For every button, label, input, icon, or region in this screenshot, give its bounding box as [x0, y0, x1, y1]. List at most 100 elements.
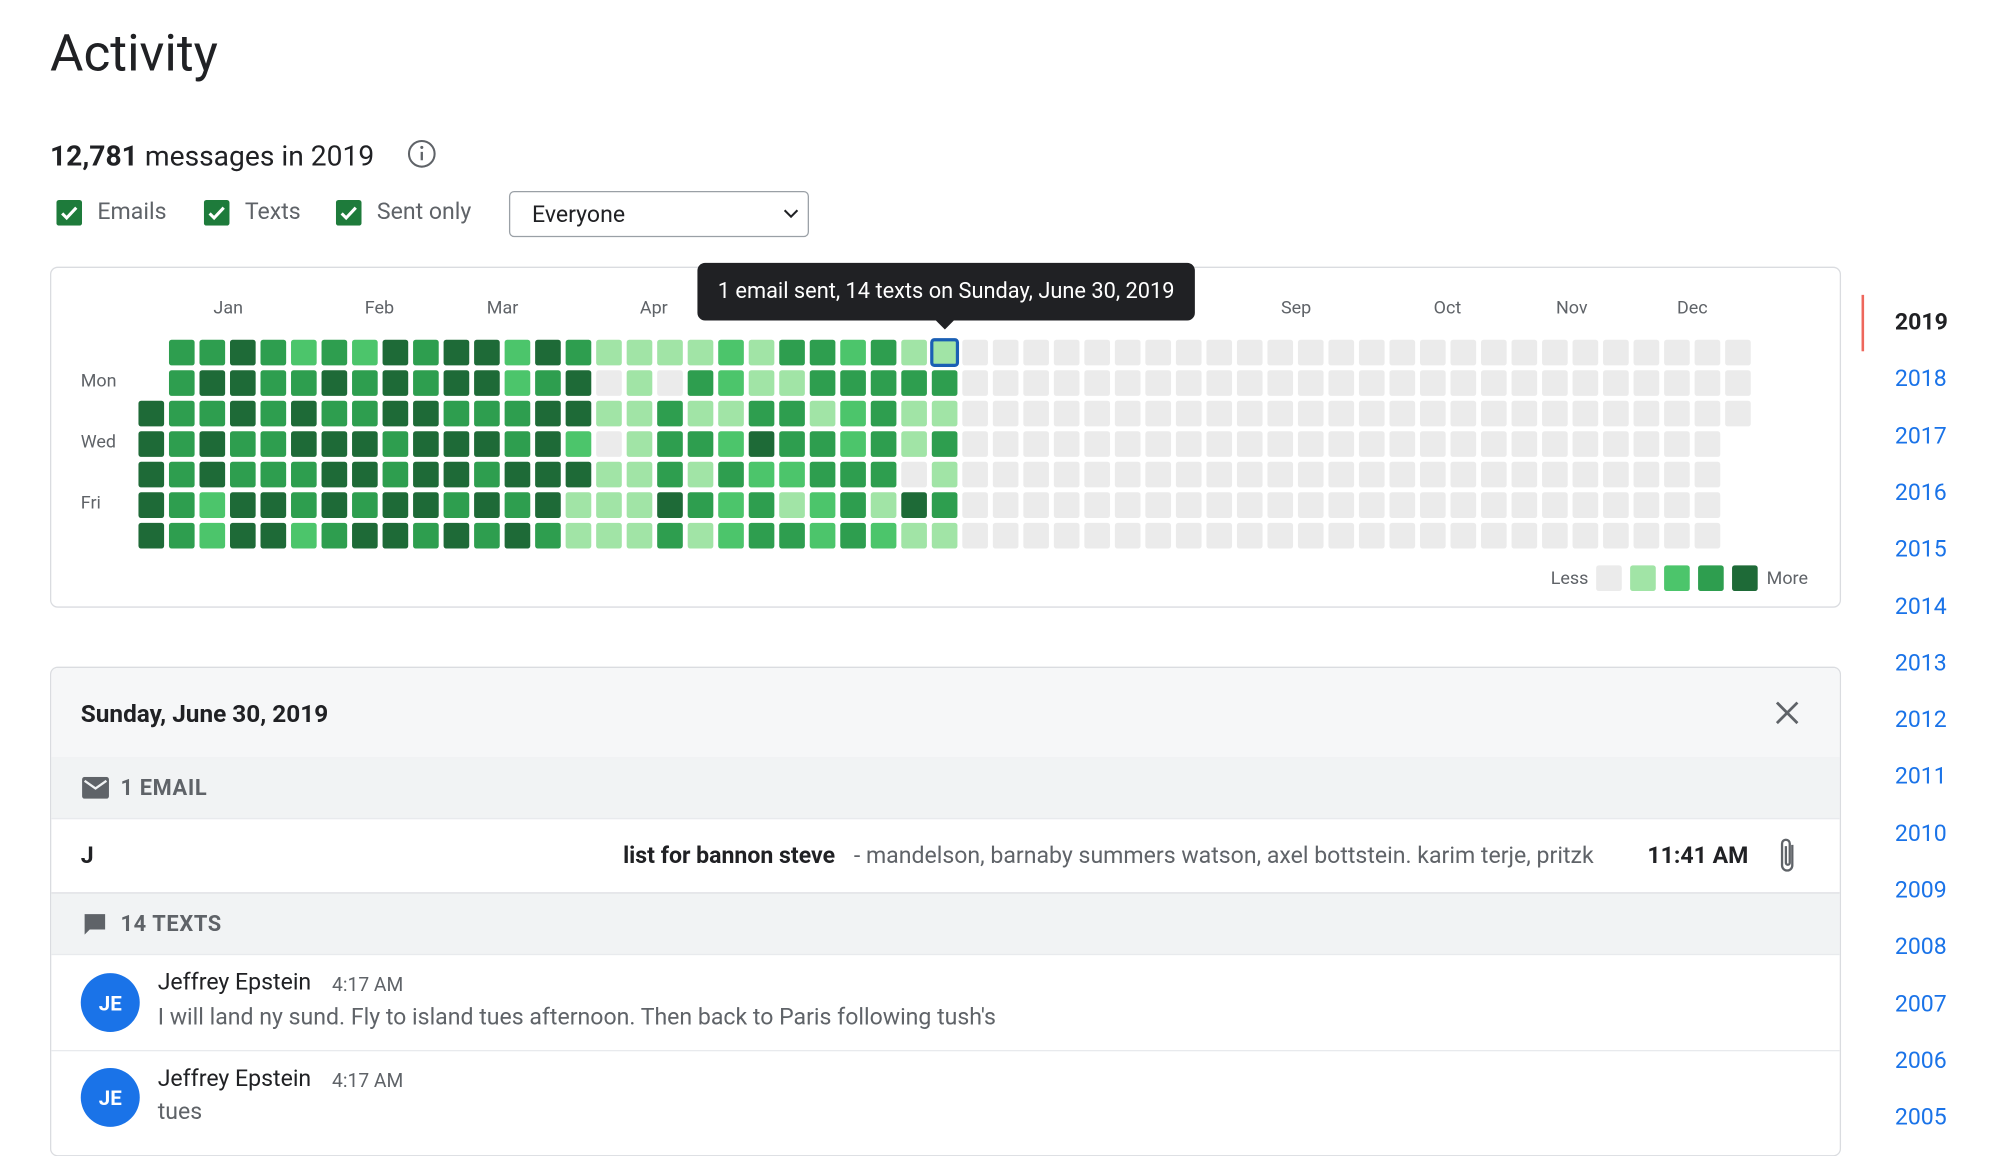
day-cell[interactable] — [565, 400, 592, 427]
day-cell[interactable] — [1694, 461, 1721, 488]
day-cell[interactable] — [809, 400, 836, 427]
day-cell[interactable] — [626, 431, 653, 457]
day-cell[interactable] — [443, 492, 470, 518]
day-cell[interactable] — [779, 461, 805, 488]
day-cell[interactable] — [1389, 431, 1416, 457]
day-cell[interactable] — [443, 522, 470, 549]
day-cell[interactable] — [1664, 370, 1690, 396]
day-cell[interactable] — [382, 431, 409, 457]
day-cell[interactable] — [1389, 370, 1416, 396]
day-cell[interactable] — [809, 370, 836, 396]
day-cell[interactable] — [1114, 522, 1141, 549]
day-cell[interactable] — [1725, 339, 1751, 366]
year-link[interactable]: 2009 — [1894, 876, 1947, 904]
day-cell[interactable] — [291, 431, 317, 457]
year-link[interactable]: 2008 — [1894, 933, 1947, 961]
day-cell[interactable] — [352, 492, 378, 518]
day-cell[interactable] — [596, 339, 622, 366]
day-cell[interactable] — [931, 431, 958, 457]
day-cell[interactable] — [474, 400, 500, 427]
day-cell[interactable] — [840, 492, 866, 518]
day-cell[interactable] — [565, 370, 592, 396]
day-cell[interactable] — [779, 400, 805, 427]
day-cell[interactable] — [779, 370, 805, 396]
day-cell[interactable] — [443, 339, 470, 366]
day-cell[interactable] — [443, 370, 470, 396]
day-cell[interactable] — [1114, 461, 1141, 488]
day-cell[interactable] — [1450, 492, 1477, 518]
day-cell[interactable] — [260, 431, 287, 457]
day-cell[interactable] — [1633, 522, 1660, 549]
day-cell[interactable] — [901, 461, 927, 488]
day-cell[interactable] — [1481, 492, 1507, 518]
day-cell[interactable] — [1328, 522, 1355, 549]
day-cell[interactable] — [962, 400, 988, 427]
text-row[interactable]: JE Jeffrey Epstein 4:17 AM I will land n… — [51, 955, 1840, 1052]
day-cell[interactable] — [1419, 492, 1446, 518]
day-cell[interactable] — [1297, 461, 1324, 488]
day-cell[interactable] — [1145, 522, 1172, 549]
day-cell[interactable] — [840, 431, 866, 457]
day-cell[interactable] — [1511, 492, 1538, 518]
day-cell[interactable] — [199, 370, 226, 396]
day-cell[interactable] — [1481, 400, 1507, 427]
day-cell[interactable] — [930, 338, 960, 367]
day-cell[interactable] — [413, 461, 439, 488]
day-cell[interactable] — [1450, 400, 1477, 427]
day-cell[interactable] — [962, 370, 988, 396]
day-cell[interactable] — [1450, 431, 1477, 457]
day-cell[interactable] — [1175, 400, 1202, 427]
day-cell[interactable] — [1419, 522, 1446, 549]
day-cell[interactable] — [1542, 431, 1568, 457]
day-cell[interactable] — [260, 492, 287, 518]
day-cell[interactable] — [1023, 492, 1049, 518]
year-link[interactable]: 2016 — [1894, 479, 1947, 507]
day-cell[interactable] — [1114, 370, 1141, 396]
day-cell[interactable] — [413, 370, 439, 396]
day-cell[interactable] — [901, 431, 927, 457]
email-row[interactable]: J list for bannon steve - mandelson, bar… — [51, 819, 1840, 894]
day-cell[interactable] — [1175, 461, 1202, 488]
day-cell[interactable] — [1481, 431, 1507, 457]
day-cell[interactable] — [382, 492, 409, 518]
day-cell[interactable] — [1511, 461, 1538, 488]
day-cell[interactable] — [352, 431, 378, 457]
day-cell[interactable] — [809, 492, 836, 518]
day-cell[interactable] — [1023, 461, 1049, 488]
day-cell[interactable] — [718, 431, 744, 457]
day-cell[interactable] — [596, 492, 622, 518]
day-cell[interactable] — [931, 461, 958, 488]
day-cell[interactable] — [504, 400, 531, 427]
day-cell[interactable] — [443, 431, 470, 457]
day-cell[interactable] — [1542, 370, 1568, 396]
day-cell[interactable] — [504, 339, 531, 366]
year-link[interactable]: 2017 — [1894, 422, 1947, 450]
day-cell[interactable] — [1023, 370, 1049, 396]
day-cell[interactable] — [626, 461, 653, 488]
day-cell[interactable] — [1389, 339, 1416, 366]
day-cell[interactable] — [260, 370, 287, 396]
day-cell[interactable] — [1175, 522, 1202, 549]
day-cell[interactable] — [321, 461, 348, 488]
day-cell[interactable] — [199, 431, 226, 457]
day-cell[interactable] — [596, 522, 622, 549]
day-cell[interactable] — [1633, 461, 1660, 488]
day-cell[interactable] — [748, 461, 775, 488]
day-cell[interactable] — [748, 370, 775, 396]
day-cell[interactable] — [1358, 370, 1385, 396]
day-cell[interactable] — [291, 370, 317, 396]
day-cell[interactable] — [565, 492, 592, 518]
day-cell[interactable] — [1236, 522, 1263, 549]
day-cell[interactable] — [1328, 370, 1355, 396]
day-cell[interactable] — [1023, 339, 1049, 366]
day-cell[interactable] — [352, 400, 378, 427]
day-cell[interactable] — [626, 370, 653, 396]
day-cell[interactable] — [1267, 522, 1294, 549]
day-cell[interactable] — [382, 339, 409, 366]
day-cell[interactable] — [1084, 461, 1110, 488]
year-link[interactable]: 2012 — [1894, 706, 1947, 734]
day-cell[interactable] — [1481, 370, 1507, 396]
day-cell[interactable] — [931, 400, 958, 427]
day-cell[interactable] — [1328, 400, 1355, 427]
day-cell[interactable] — [504, 370, 531, 396]
